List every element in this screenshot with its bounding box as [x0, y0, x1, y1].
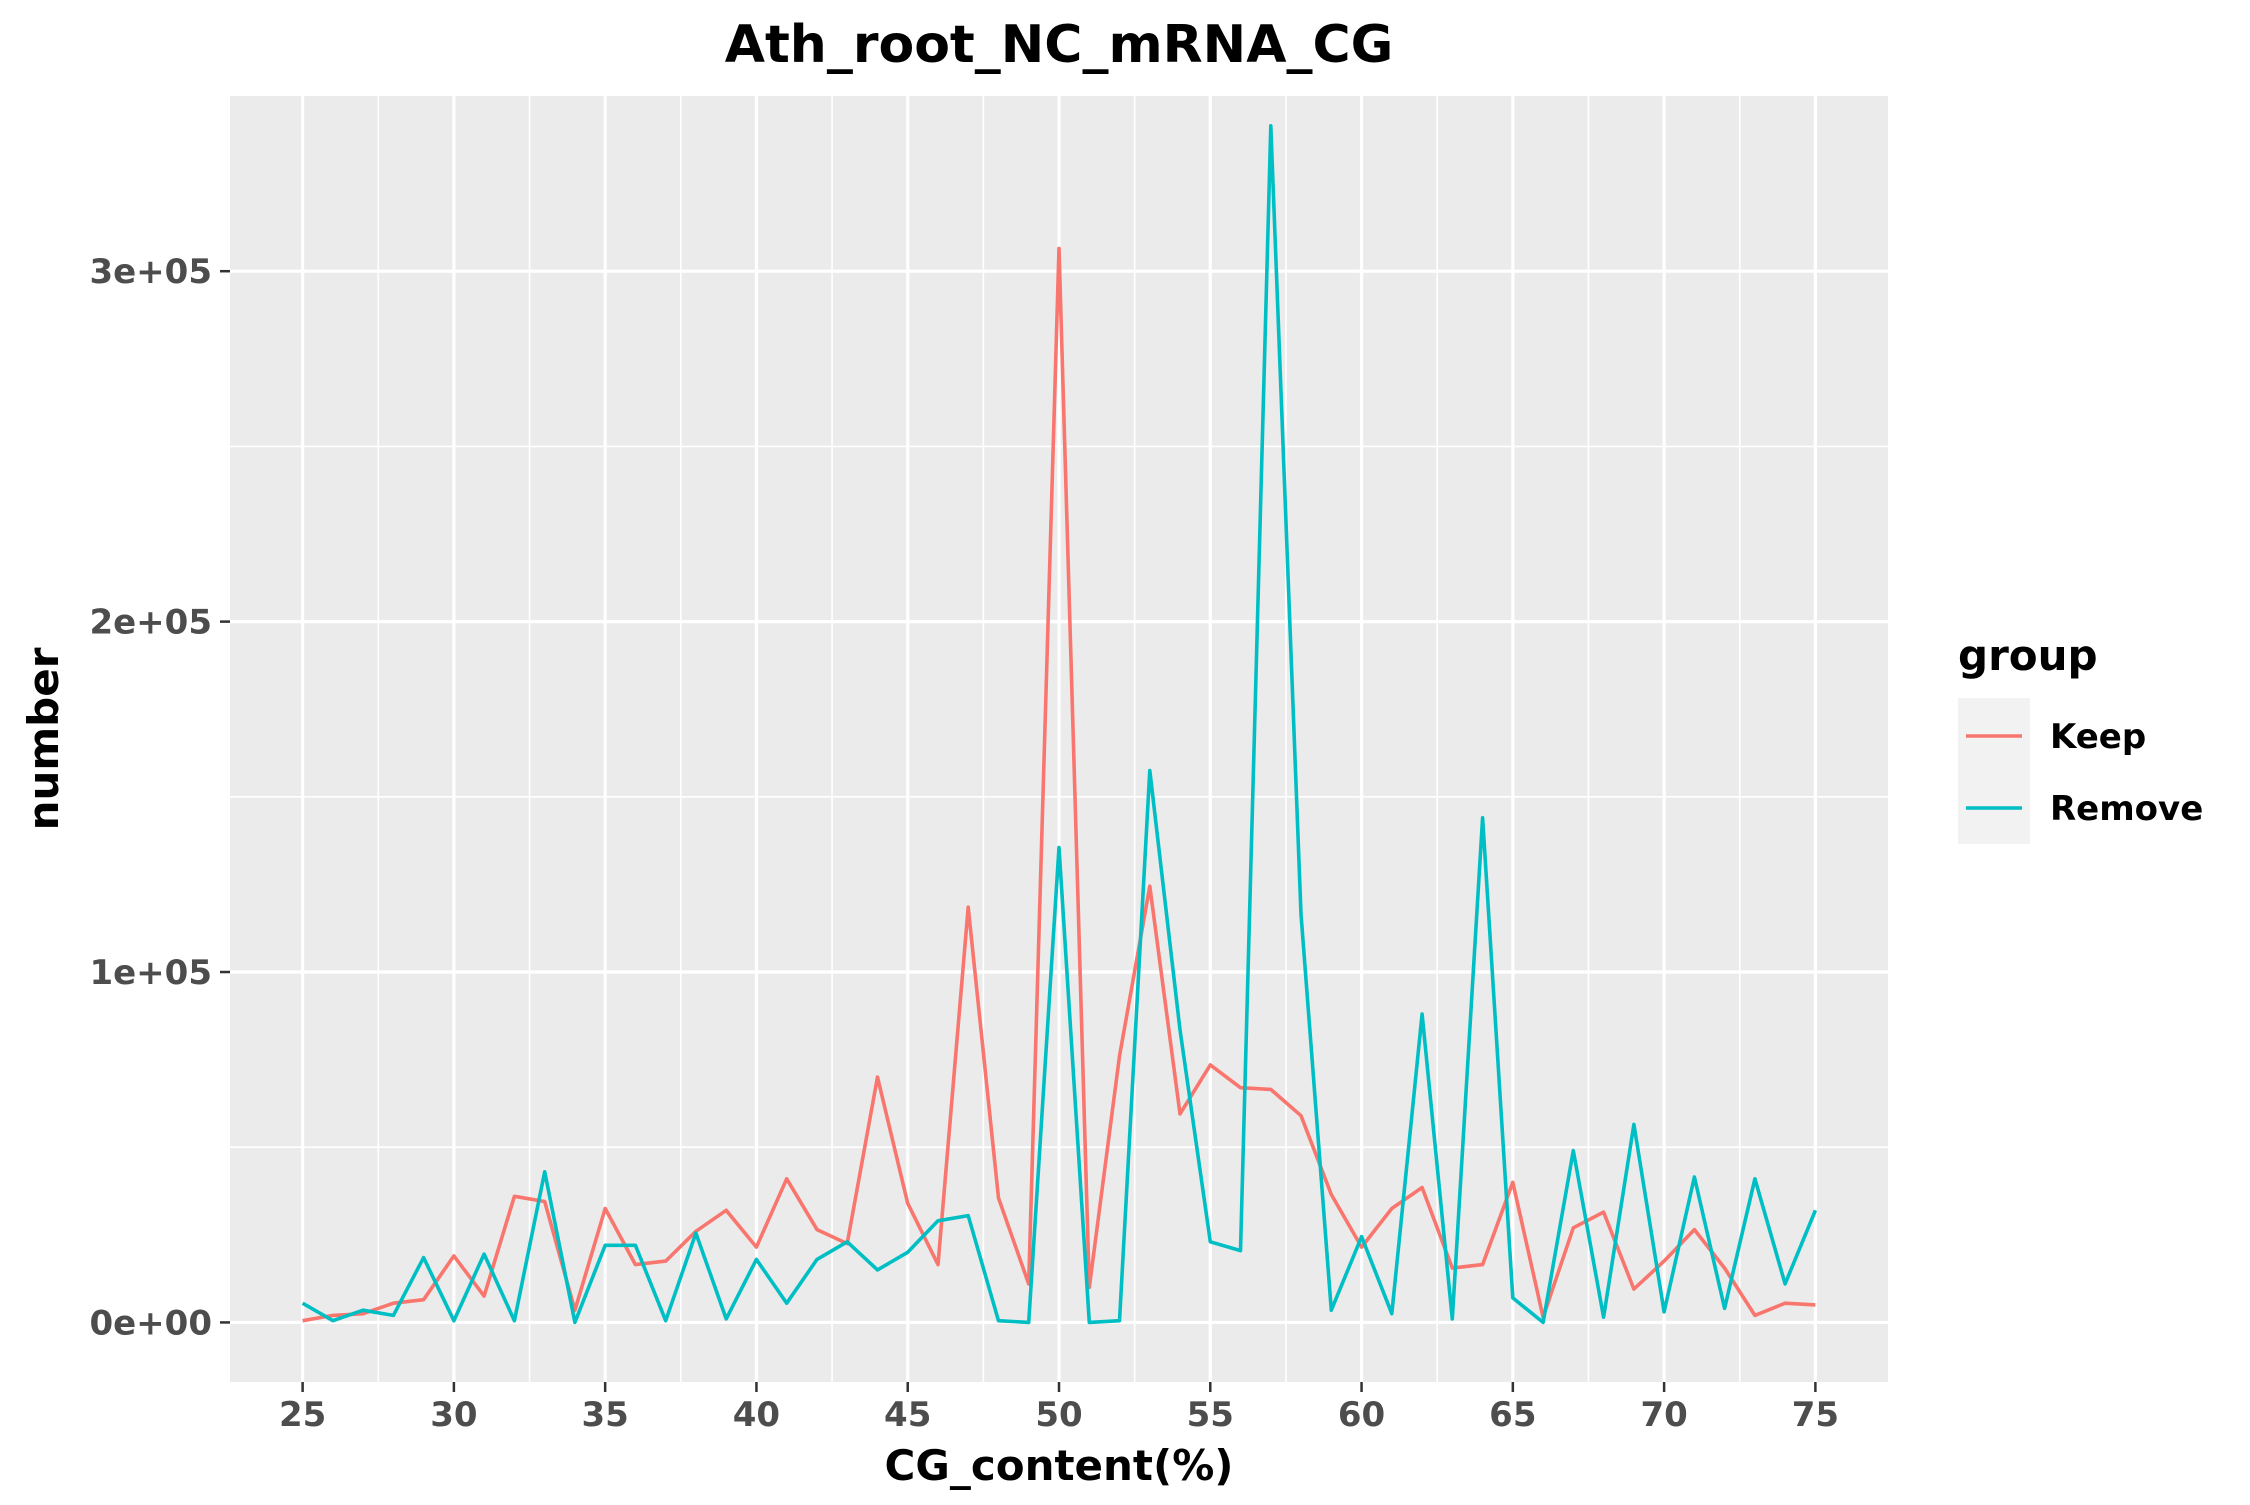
x-tick-label: 30 — [430, 1395, 477, 1435]
x-tick-label: 60 — [1338, 1395, 1385, 1435]
x-tick-label: 50 — [1035, 1395, 1082, 1435]
x-tick-label: 55 — [1187, 1395, 1234, 1435]
x-tick-label: 45 — [884, 1395, 931, 1435]
y-tick-label: 0e+00 — [89, 1303, 212, 1343]
legend-key-background — [1958, 698, 2030, 844]
y-axis: 0e+00 1e+05 2e+05 3e+05 — [89, 252, 230, 1343]
y-tick-label: 1e+05 — [89, 953, 212, 993]
legend: group Keep Remove — [1958, 631, 2203, 844]
series-line-keep — [302, 246, 1816, 1323]
chart-title: Ath_root_NC_mRNA_CG — [725, 15, 1394, 75]
series-line-remove — [301, 124, 1818, 1325]
legend-title: group — [1958, 631, 2098, 680]
x-axis-title: CG_content(%) — [885, 1441, 1234, 1490]
x-tick-label: 70 — [1640, 1395, 1687, 1435]
x-tick-label: 25 — [279, 1395, 326, 1435]
x-tick-label: 35 — [582, 1395, 629, 1435]
series-layer — [301, 124, 1818, 1325]
x-tick-label: 40 — [733, 1395, 780, 1435]
x-axis: 25 30 35 40 45 50 55 60 65 70 75 — [279, 1382, 1839, 1435]
y-tick-label: 2e+05 — [89, 603, 212, 643]
x-tick-label: 65 — [1489, 1395, 1536, 1435]
legend-label-keep: Keep — [2050, 717, 2146, 757]
y-axis-title: number — [19, 647, 68, 830]
y-tick-label: 3e+05 — [89, 252, 212, 292]
legend-label-remove: Remove — [2050, 789, 2203, 829]
x-tick-label: 75 — [1792, 1395, 1839, 1435]
